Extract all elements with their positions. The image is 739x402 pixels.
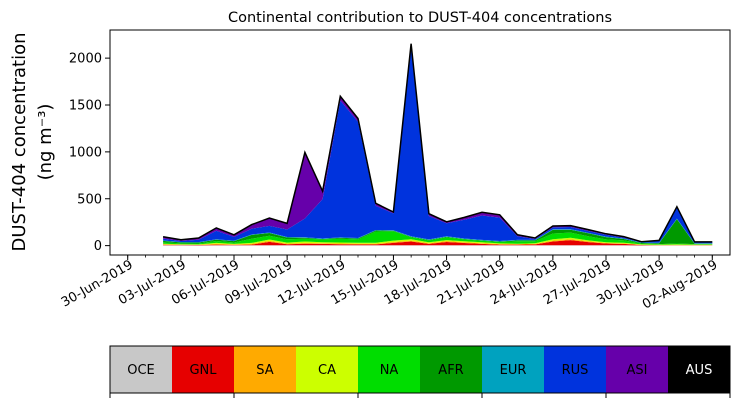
y-axis-label-line1: DUST-404 concentration: [9, 32, 30, 251]
legend-swatch-na: [358, 346, 421, 393]
y-tick-label: 2000: [69, 52, 102, 67]
legend-label-gnl: GNL: [189, 363, 217, 378]
legend-label-na: NA: [380, 363, 399, 378]
legend-frame: [109, 345, 731, 394]
axes: 050010001500200030-Jun-201903-Jul-201906…: [59, 29, 731, 313]
area-afr: [163, 219, 713, 245]
area-rus: [163, 46, 713, 244]
legend-label-sa: SA: [256, 363, 273, 378]
y-tick-label: 500: [77, 192, 102, 207]
legend-swatch-afr: [420, 346, 483, 393]
area-asi: [163, 44, 713, 243]
legend-swatch-rus: [544, 346, 607, 393]
area-aus: [163, 43, 713, 243]
area-gnl: [163, 240, 713, 246]
plot-frame: [109, 29, 731, 256]
plot-area: [162, 43, 713, 246]
y-tick-label: 1000: [69, 145, 102, 160]
total-line: [162, 43, 713, 243]
legend-label-eur: EUR: [500, 363, 527, 378]
legend-label-aus: AUS: [686, 363, 713, 378]
legend-swatch-oce: [110, 346, 173, 393]
legend-label-oce: OCE: [127, 363, 155, 378]
y-axis-label-line2: (ng m⁻³): [35, 104, 56, 181]
y-tick-label: 1500: [69, 99, 102, 114]
legend-label-ca: CA: [318, 363, 336, 378]
legend-label-rus: RUS: [562, 363, 589, 378]
legend-label-asi: ASI: [627, 363, 648, 378]
legend-swatch-gnl: [172, 346, 235, 393]
legend-swatch-ca: [296, 346, 359, 393]
y-tick-label: 0: [94, 239, 102, 254]
chart-title: Continental contribution to DUST-404 con…: [228, 10, 612, 26]
area-ca: [163, 237, 713, 245]
legend-label-afr: AFR: [438, 363, 463, 378]
legend-swatch-eur: [482, 346, 545, 393]
legend-swatch-asi: [606, 346, 669, 393]
area-eur: [163, 218, 713, 244]
legend: OCE GNL SA CA NA AFR EUR RUS ASI AUS: [109, 345, 731, 398]
legend-swatch-aus: [668, 346, 731, 393]
area-sa: [163, 239, 713, 246]
area-na: [163, 231, 713, 245]
legend-swatch-sa: [234, 346, 297, 393]
